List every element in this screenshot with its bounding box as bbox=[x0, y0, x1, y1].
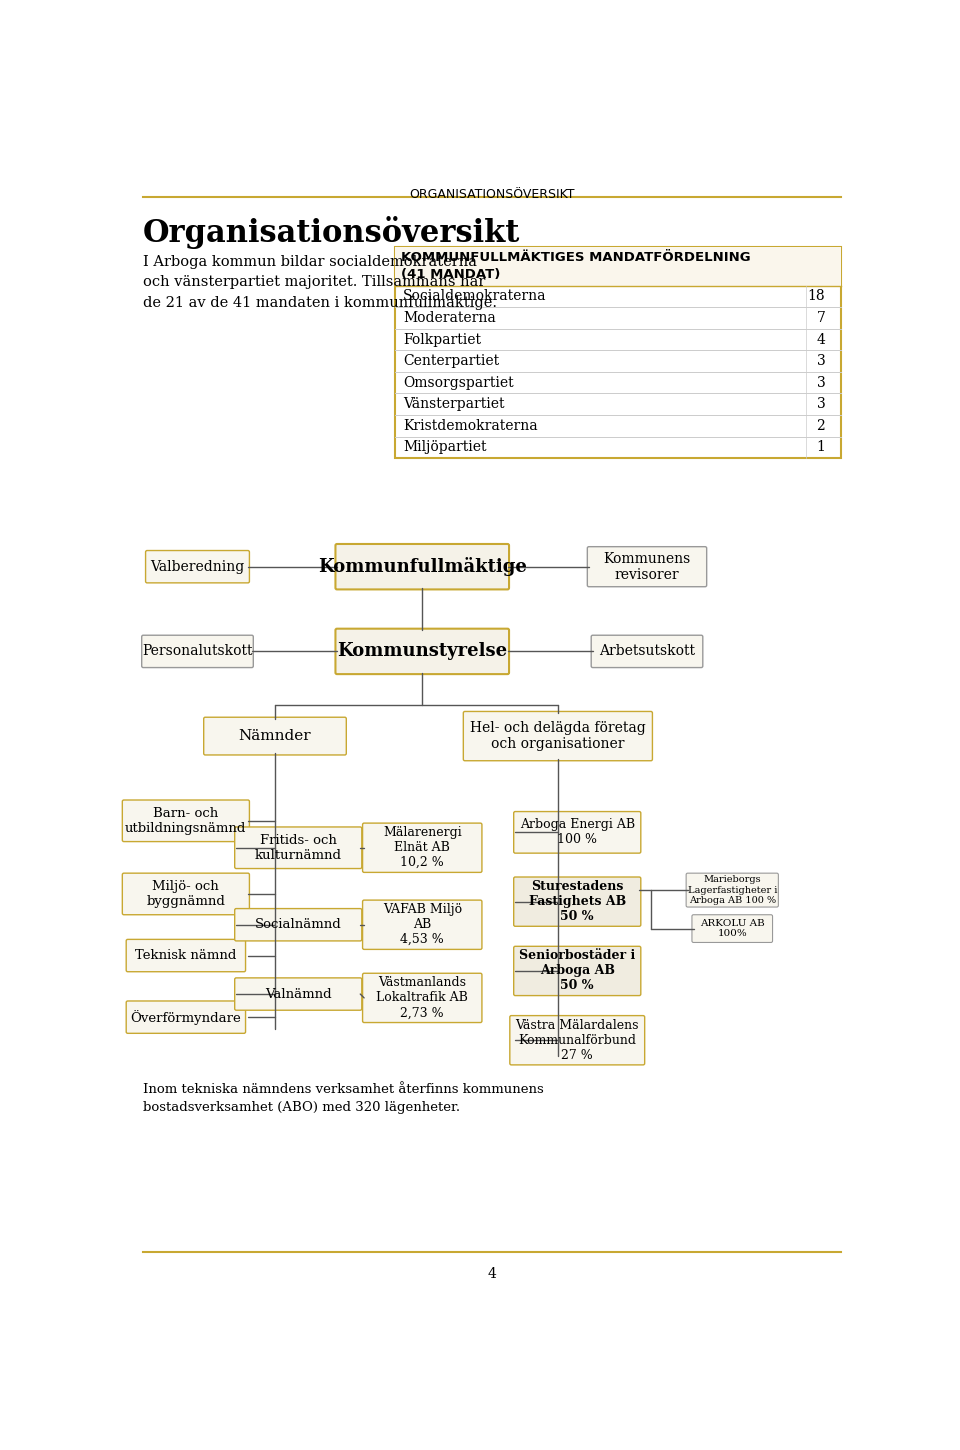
FancyBboxPatch shape bbox=[514, 812, 641, 853]
Text: Sturestadens
Fastighets AB
50 %: Sturestadens Fastighets AB 50 % bbox=[529, 880, 626, 924]
Text: Centerpartiet: Centerpartiet bbox=[403, 354, 499, 368]
FancyBboxPatch shape bbox=[234, 909, 362, 941]
Text: Marieborgs
Lagerfastigheter i
Arboga AB 100 %: Marieborgs Lagerfastigheter i Arboga AB … bbox=[687, 876, 777, 905]
Text: Organisationsöversikt: Organisationsöversikt bbox=[143, 216, 520, 249]
Text: Barn- och
utbildningsnämnd: Barn- och utbildningsnämnd bbox=[125, 806, 247, 835]
Text: Miljö- och
byggnämnd: Miljö- och byggnämnd bbox=[147, 880, 226, 908]
Bar bbox=[396, 247, 841, 458]
Text: Fritids- och
kulturnämnd: Fritids- och kulturnämnd bbox=[254, 834, 342, 861]
FancyBboxPatch shape bbox=[126, 1000, 246, 1034]
Text: VAFAB Miljö
AB
4,53 %: VAFAB Miljö AB 4,53 % bbox=[383, 903, 462, 947]
Text: 4: 4 bbox=[488, 1267, 496, 1282]
FancyBboxPatch shape bbox=[146, 551, 250, 583]
FancyBboxPatch shape bbox=[204, 718, 347, 755]
Text: ORGANISATIONSÖVERSIKT: ORGANISATIONSÖVERSIKT bbox=[409, 188, 575, 202]
Text: Teknisk nämnd: Teknisk nämnd bbox=[135, 950, 236, 961]
Text: Inom tekniska nämndens verksamhet återfinns kommunens
bostadsverksamhet (ABO) me: Inom tekniska nämndens verksamhet återfi… bbox=[143, 1083, 544, 1114]
Text: Kommunens
revisorer: Kommunens revisorer bbox=[604, 551, 690, 581]
Text: Arbetsutskott: Arbetsutskott bbox=[599, 644, 695, 658]
FancyBboxPatch shape bbox=[363, 900, 482, 950]
Text: Kommunfullmäktige: Kommunfullmäktige bbox=[318, 557, 527, 576]
FancyBboxPatch shape bbox=[234, 826, 362, 869]
Text: Folkpartiet: Folkpartiet bbox=[403, 332, 481, 347]
Text: ARKOLU AB
100%: ARKOLU AB 100% bbox=[700, 919, 764, 938]
Text: Socialnämnd: Socialnämnd bbox=[254, 918, 342, 931]
Text: Personalutskott: Personalutskott bbox=[142, 644, 252, 658]
Text: Seniorbostäder i
Arboga AB
50 %: Seniorbostäder i Arboga AB 50 % bbox=[519, 950, 636, 992]
Text: 18: 18 bbox=[807, 290, 826, 303]
Text: Omsorgspartiet: Omsorgspartiet bbox=[403, 376, 514, 390]
Text: Överförmyndare: Överförmyndare bbox=[131, 1009, 241, 1025]
FancyBboxPatch shape bbox=[142, 635, 253, 667]
FancyBboxPatch shape bbox=[514, 877, 641, 927]
FancyBboxPatch shape bbox=[234, 977, 362, 1011]
FancyBboxPatch shape bbox=[126, 940, 246, 972]
Text: I Arboga kommun bildar socialdemokraterna
och vänsterpartiet majoritet. Tillsamm: I Arboga kommun bildar socialdemokratern… bbox=[143, 255, 497, 310]
Text: Kristdemokraterna: Kristdemokraterna bbox=[403, 419, 538, 432]
FancyBboxPatch shape bbox=[510, 1015, 645, 1064]
Text: 2: 2 bbox=[817, 419, 826, 432]
Text: Kommunstyrelse: Kommunstyrelse bbox=[337, 642, 507, 660]
Text: Nämnder: Nämnder bbox=[239, 729, 311, 742]
Text: Arboga Energi AB
100 %: Arboga Energi AB 100 % bbox=[519, 818, 635, 847]
FancyBboxPatch shape bbox=[464, 712, 653, 761]
Text: Vänsterpartiet: Vänsterpartiet bbox=[403, 397, 504, 412]
Text: Mälarenergi
Elnät AB
10,2 %: Mälarenergi Elnät AB 10,2 % bbox=[383, 826, 462, 869]
FancyBboxPatch shape bbox=[591, 635, 703, 667]
Text: 3: 3 bbox=[817, 354, 826, 368]
Text: Valberedning: Valberedning bbox=[151, 560, 245, 574]
Text: 3: 3 bbox=[817, 397, 826, 412]
Bar bbox=[396, 247, 841, 286]
FancyBboxPatch shape bbox=[588, 547, 707, 587]
Text: 7: 7 bbox=[816, 310, 826, 325]
Text: 1: 1 bbox=[816, 441, 826, 454]
FancyBboxPatch shape bbox=[363, 824, 482, 873]
Text: 3: 3 bbox=[817, 376, 826, 390]
Text: Moderaterna: Moderaterna bbox=[403, 310, 495, 325]
FancyBboxPatch shape bbox=[363, 973, 482, 1022]
Text: Västmanlands
Lokaltrafik AB
2,73 %: Västmanlands Lokaltrafik AB 2,73 % bbox=[376, 976, 468, 1019]
Text: KOMMUNFULLMÄKTIGES MANDATFÖRDELNING
(41 MANDAT): KOMMUNFULLMÄKTIGES MANDATFÖRDELNING (41 … bbox=[401, 251, 751, 281]
FancyBboxPatch shape bbox=[686, 873, 779, 908]
FancyBboxPatch shape bbox=[335, 629, 509, 674]
Text: Västra Mälardalens
Kommunalförbund
27 %: Västra Mälardalens Kommunalförbund 27 % bbox=[516, 1019, 639, 1061]
FancyBboxPatch shape bbox=[335, 544, 509, 589]
Text: Socialdemokraterna: Socialdemokraterna bbox=[403, 290, 546, 303]
FancyBboxPatch shape bbox=[122, 873, 250, 915]
FancyBboxPatch shape bbox=[514, 947, 641, 996]
Text: 4: 4 bbox=[816, 332, 826, 347]
FancyBboxPatch shape bbox=[692, 915, 773, 943]
Text: Hel- och delägda företag
och organisationer: Hel- och delägda företag och organisatio… bbox=[470, 721, 646, 751]
FancyBboxPatch shape bbox=[122, 800, 250, 841]
Text: Valnämnd: Valnämnd bbox=[265, 987, 331, 1000]
Text: Miljöpartiet: Miljöpartiet bbox=[403, 441, 487, 454]
